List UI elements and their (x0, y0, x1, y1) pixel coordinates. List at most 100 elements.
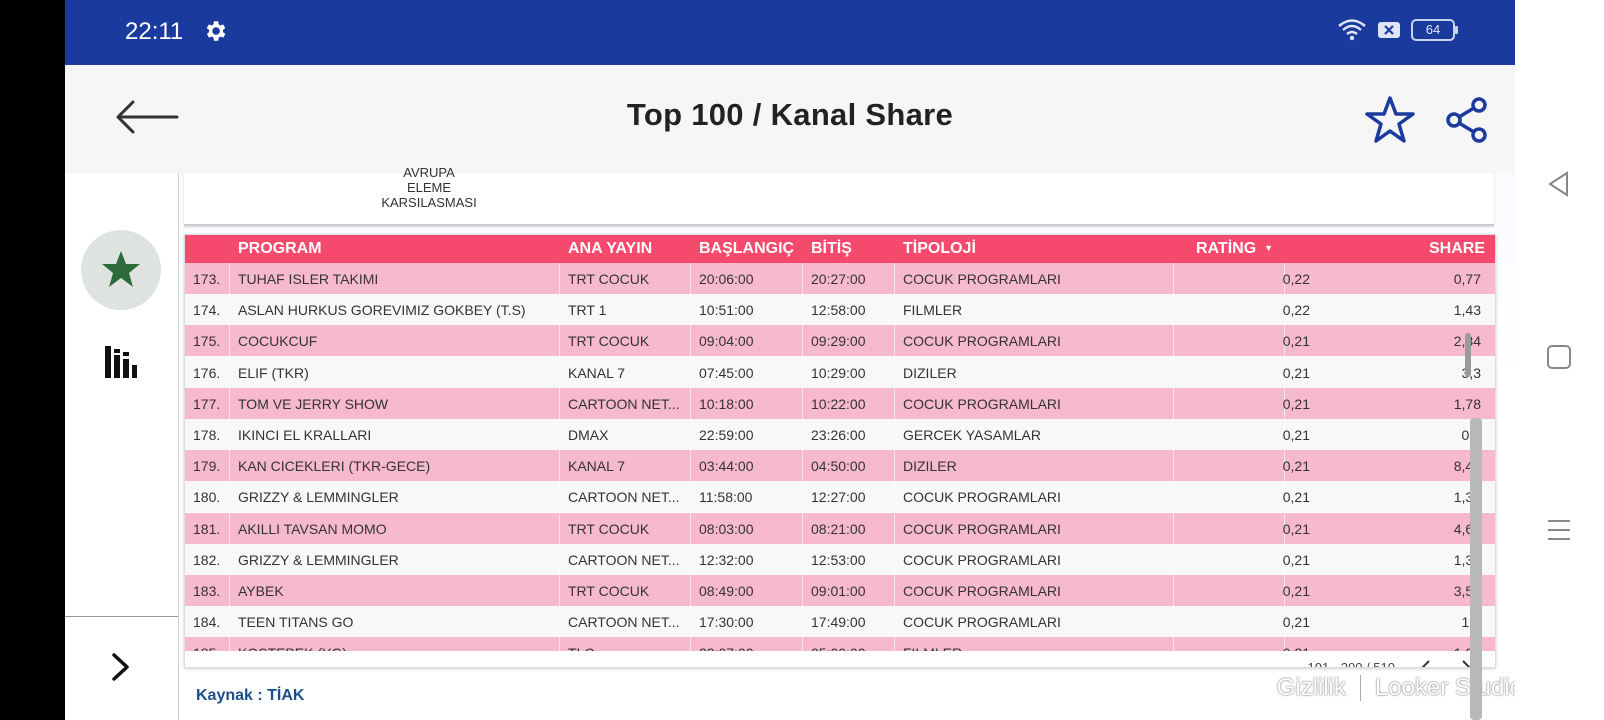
cell-start: 22:07:00 (699, 645, 754, 651)
column-divider (894, 575, 895, 606)
cell-rating: 0,21 (1282, 520, 1310, 537)
table-row[interactable]: 178. IKINCI EL KRALLARI DMAX 22:59:00 23:26:… (185, 419, 1495, 450)
battery-icon: 64 (1411, 19, 1458, 41)
col-channel[interactable]: ANA YAYIN (568, 240, 653, 257)
gear-icon (206, 21, 226, 41)
cell-start: 11:58:00 (699, 489, 753, 506)
col-program[interactable]: PROGRAM (238, 240, 322, 257)
chevron-right-icon[interactable] (1457, 658, 1475, 668)
table-scrollbar[interactable] (1465, 333, 1471, 377)
column-divider (559, 481, 560, 513)
reports-bars-icon[interactable] (104, 345, 138, 379)
page-scroll-thumb[interactable] (1470, 418, 1482, 720)
cell-typology: COCUK PROGRAMLARI (903, 583, 1061, 599)
col-share[interactable]: SHARE (1428, 240, 1485, 257)
cell-typology: COCUK PROGRAMLARI (903, 333, 1061, 350)
status-bar: 22:11 64 (65, 0, 1515, 65)
cell-start: 22:59:00 (699, 427, 754, 443)
cell-start: 08:49:00 (699, 583, 754, 599)
column-divider (229, 387, 230, 419)
table-row[interactable]: 173. TUHAF ISLER TAKIMI TRT COCUK 20:06:00 2… (185, 263, 1495, 294)
cell-channel: TRT 1 (568, 302, 607, 319)
column-divider (1173, 356, 1174, 388)
sim-off-icon (1378, 22, 1400, 38)
cell-share: 1,43 (1453, 302, 1481, 319)
cell-start: 03:44:00 (699, 458, 754, 475)
cell-start: 07:45:00 (699, 364, 754, 381)
cell-share: 0,77 (1453, 271, 1481, 287)
back-arrow-icon[interactable] (113, 97, 179, 137)
col-rating[interactable]: RATİNG ▼ (1196, 240, 1274, 257)
table-row[interactable]: 180. GRIZZY & LEMMINGLER CARTOON NET... 11:… (185, 481, 1495, 513)
cell-channel: CARTOON NET... (568, 489, 680, 506)
star-filled-icon (102, 251, 140, 287)
report-content: AVRUPA ELEME KARSILASMASI PROGRAM ANA YA… (179, 165, 1515, 720)
cell-end: 10:22:00 (811, 395, 866, 412)
table-row[interactable]: 174. ASLAN HURKUS GOREVIMIZ GOKBEY (T.S) T… (185, 294, 1495, 326)
share-icon[interactable] (1445, 97, 1489, 143)
table-header: PROGRAM ANA YAYIN BAŞLANGIÇ BİTİŞ TİPOLO… (185, 235, 1495, 263)
column-divider (802, 543, 803, 575)
looker-brand[interactable]: Looker Studio (1374, 674, 1515, 701)
column-divider (559, 575, 560, 606)
row-number: 178. (193, 427, 221, 443)
column-divider (1284, 481, 1285, 513)
cell-end: 12:53:00 (811, 551, 866, 568)
cell-channel: DMAX (568, 427, 609, 443)
column-divider (690, 387, 691, 419)
chevron-left-icon[interactable] (1417, 658, 1435, 668)
cell-channel: TRT COCUK (568, 520, 650, 537)
table-row[interactable]: 175. COCUKCUF TRT COCUK 09:04:00 09:29:00 COC… (185, 325, 1495, 357)
column-divider (1173, 637, 1174, 651)
left-sidebar (65, 173, 179, 720)
column-divider (690, 450, 691, 482)
column-divider (894, 481, 895, 513)
column-divider (1284, 419, 1285, 450)
column-divider (559, 325, 560, 357)
column-divider (229, 637, 230, 651)
table-row[interactable]: 176. ELIF (TKR) KANAL 7 07:45:00 10:29:00 DIZ… (185, 356, 1495, 388)
cell-start: 10:51:00 (699, 302, 754, 319)
table-row[interactable]: 177. TOM VE JERRY SHOW CARTOON NET... 10:18… (185, 387, 1495, 419)
row-number: 174. (193, 302, 221, 319)
cell-channel: CARTOON NET... (568, 614, 680, 631)
cell-channel: TRT COCUK (568, 583, 650, 599)
cell-start: 08:03:00 (699, 520, 754, 537)
cell-channel: CARTOON NET... (568, 395, 680, 412)
nav-back-icon[interactable] (1545, 170, 1573, 198)
cell-end: 12:58:00 (811, 302, 866, 319)
table-row[interactable]: 183. AYBEK TRT COCUK 08:49:00 09:01:00 COCUK … (185, 575, 1495, 606)
row-number: 177. (193, 395, 221, 412)
col-typology[interactable]: TİPOLOJİ (903, 240, 976, 257)
cell-share: 1,78 (1453, 395, 1481, 412)
cell-typology: DIZILER (903, 364, 957, 381)
column-divider (802, 481, 803, 513)
column-divider (1284, 606, 1285, 638)
col-start[interactable]: BAŞLANGIÇ (699, 240, 795, 257)
page-scrollbar[interactable] (1468, 173, 1484, 720)
nav-recents-icon[interactable] (1545, 516, 1573, 544)
table-row[interactable]: 179. KAN CICEKLERI (TKR-GECE) KANAL 7 03:44… (185, 450, 1495, 482)
cell-channel: KANAL 7 (568, 364, 626, 381)
cell-rating: 0,21 (1282, 583, 1310, 599)
row-number: 179. (193, 458, 221, 475)
chevron-right-icon[interactable] (109, 651, 133, 683)
table-row[interactable]: 185. KOSTEBEK (YG) TLC 22:07:00 05:00:00 FILM… (185, 637, 1495, 651)
table-row[interactable]: 184. TEEN TITANS GO CARTOON NET... 17:30:00… (185, 606, 1495, 638)
favorites-button[interactable] (81, 230, 161, 310)
cell-end: 05:00:00 (811, 645, 866, 651)
column-divider (894, 543, 895, 575)
column-divider (802, 450, 803, 482)
star-outline-icon[interactable] (1365, 95, 1415, 145)
top100-table: PROGRAM ANA YAYIN BAŞLANGIÇ BİTİŞ TİPOLO… (184, 234, 1496, 668)
watermark-divider (1359, 675, 1361, 701)
row-number: 173. (193, 271, 221, 287)
table-row[interactable]: 181. AKILLI TAVSAN MOMO TRT COCUK 08:03:00 0… (185, 512, 1495, 544)
cell-typology: COCUK PROGRAMLARI (903, 271, 1061, 287)
col-end[interactable]: BİTİŞ (811, 240, 852, 257)
table-row[interactable]: 182. GRIZZY & LEMMINGLER CARTOON NET... 12:… (185, 543, 1495, 575)
privacy-link[interactable]: Gizlilik (1276, 674, 1346, 701)
nav-home-icon[interactable] (1545, 343, 1573, 371)
column-divider (1284, 575, 1285, 606)
cell-program: ASLAN HURKUS GOREVIMIZ GOKBEY (T.S) (238, 302, 526, 319)
